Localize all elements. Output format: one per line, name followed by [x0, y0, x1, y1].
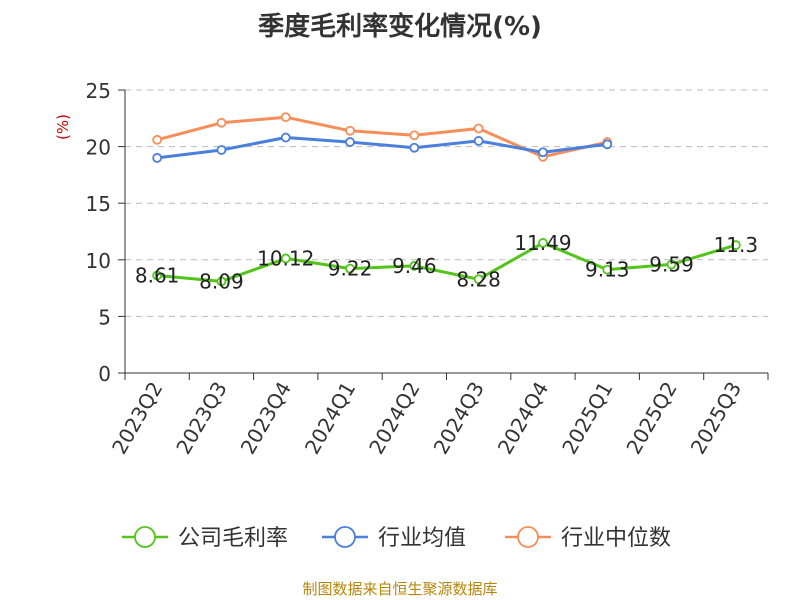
data-point — [409, 142, 420, 153]
x-tick-label: 2025Q2 — [621, 378, 681, 459]
data-label: 8.61 — [135, 264, 180, 288]
series-line — [157, 136, 608, 160]
x-tick-label: 2025Q1 — [557, 378, 617, 459]
legend-item: 行业均值 — [322, 526, 466, 551]
data-point — [409, 130, 420, 141]
data-label: 9.46 — [392, 254, 437, 278]
data-point — [473, 274, 484, 285]
y-tick-label: 20 — [86, 136, 111, 160]
data-point — [216, 145, 227, 155]
x-tick-label: 2023Q2 — [107, 378, 167, 459]
y-tick-label: 5 — [98, 305, 111, 329]
data-point — [216, 276, 227, 287]
legend-item: 行业中位数 — [505, 526, 671, 551]
data-point — [473, 123, 484, 134]
data-label: 8.28 — [456, 267, 501, 291]
data-point — [345, 263, 355, 274]
data-label: 11.3 — [714, 233, 759, 257]
data-label: 9.22 — [328, 257, 373, 281]
x-tick-label: 2024Q1 — [300, 378, 360, 459]
data-point — [280, 132, 291, 143]
chart-title: 季度毛利率变化情况(%) — [258, 12, 542, 42]
data-label: 8.09 — [199, 269, 244, 293]
x-tick-label: 2024Q2 — [364, 378, 424, 459]
legend-label: 行业均值 — [378, 526, 466, 551]
data-point — [602, 139, 613, 150]
source-note: 制图数据来自恒生聚源数据库 — [302, 580, 498, 598]
legend-item: 公司毛利率 — [122, 526, 288, 551]
data-point — [730, 240, 741, 250]
y-tick-label: 10 — [86, 249, 111, 273]
data-point — [538, 238, 548, 248]
legend-marker — [517, 526, 539, 548]
x-tick-label: 2023Q4 — [236, 378, 296, 459]
series-1 — [152, 132, 613, 163]
data-point — [345, 137, 355, 147]
data-point — [409, 261, 420, 271]
data-point — [152, 270, 163, 281]
data-point — [538, 147, 548, 158]
x-tick-label: 2025Q3 — [686, 378, 746, 459]
data-point — [152, 134, 163, 145]
y-tick-label: 0 — [98, 362, 111, 386]
data-label: 11.49 — [514, 231, 571, 255]
data-point — [666, 259, 677, 270]
data-point — [280, 112, 291, 123]
x-tick-label: 2024Q4 — [493, 378, 553, 459]
y-tick-label: 25 — [86, 79, 111, 103]
data-point — [345, 125, 355, 136]
data-label: 9.13 — [585, 258, 630, 282]
data-point — [280, 253, 291, 264]
data-point — [152, 153, 163, 163]
x-tick-label: 2023Q3 — [171, 378, 231, 459]
series-line — [156, 115, 608, 159]
legend-label: 行业中位数 — [561, 526, 671, 551]
data-point — [473, 136, 484, 146]
legend-label: 公司毛利率 — [178, 526, 288, 551]
series-2 — [152, 112, 613, 162]
legend-marker — [334, 526, 356, 548]
legend-marker — [134, 526, 156, 548]
data-label: 9.59 — [649, 252, 694, 276]
series-line — [157, 241, 737, 283]
series-0: 8.61 8.09 10.12 9.22 9.46 8.28 11.49 9.13 9.59 11… — [135, 231, 758, 293]
y-axis-label: (%) — [54, 114, 72, 140]
data-point — [216, 117, 227, 128]
y-tick-label: 15 — [86, 192, 111, 216]
data-label: 10.12 — [257, 246, 314, 270]
data-point — [602, 264, 613, 275]
x-tick-label: 2024Q3 — [429, 378, 489, 459]
